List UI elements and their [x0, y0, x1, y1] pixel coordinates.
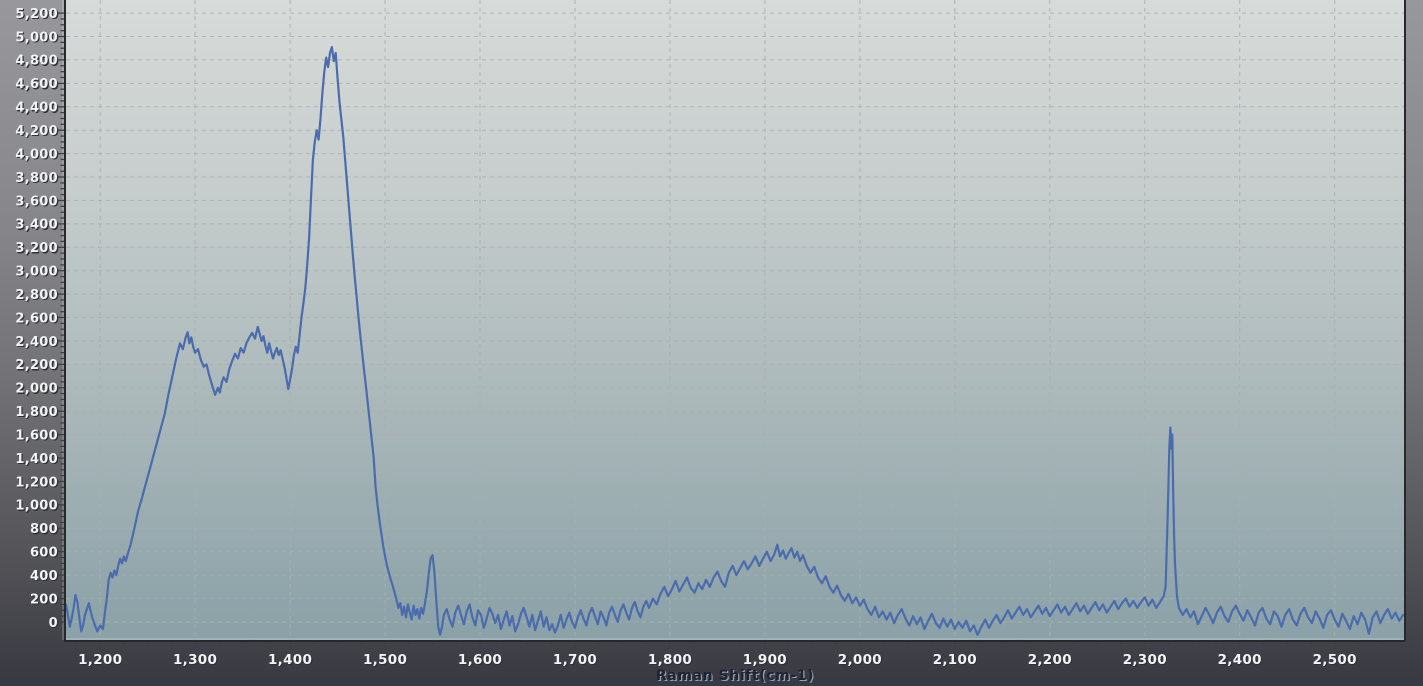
tick-label: 1,700: [553, 652, 597, 668]
tick-label: 1,300: [173, 652, 217, 668]
tick-label-shadow: 3,200: [17, 242, 60, 257]
tick-label-shadow: 4,200: [17, 125, 60, 140]
tick-label: 1,400: [15, 452, 58, 467]
tick-label: 2,500: [1313, 652, 1357, 668]
tick-label: 1,200: [78, 652, 122, 668]
tick-label: 4,600: [15, 77, 58, 92]
spectrum-line: [66, 45, 1404, 636]
tick-label: 3,600: [15, 194, 58, 209]
tick-label-shadow: 1,900: [744, 653, 788, 669]
tick-label-shadow: 3,600: [17, 196, 60, 211]
tick-label: 2,000: [15, 382, 58, 397]
tick-label: 3,000: [15, 265, 58, 280]
tick-label: 1,000: [15, 499, 58, 514]
tick-label: 1,400: [268, 652, 312, 668]
tick-label-shadow: 2,600: [17, 313, 60, 328]
tick-label-shadow: 1,600: [459, 653, 503, 669]
tick-label-shadow: 3,000: [17, 266, 60, 281]
tick-label-shadow: 3,800: [17, 172, 60, 187]
tick-label-shadow: 2,000: [17, 383, 60, 398]
tick-label-shadow: 1,600: [17, 430, 60, 445]
bottom-edge-strip: [0, 682, 1423, 686]
tick-label: 400: [30, 569, 58, 584]
tick-label-shadow: 5,000: [17, 32, 60, 47]
tick-label-shadow: 0: [50, 617, 59, 632]
tick-label: 1,900: [743, 652, 787, 668]
tick-label-shadow: 2,800: [17, 289, 60, 304]
tick-label-shadow: 2,500: [1314, 653, 1358, 669]
tick-label: 2,400: [1218, 652, 1262, 668]
tick-label-shadow: 1,300: [174, 653, 218, 669]
tick-label: 4,400: [15, 101, 58, 116]
tick-label-shadow: 5,200: [17, 8, 60, 23]
tick-label-shadow: 400: [31, 570, 59, 585]
plot-border: [64, 0, 1406, 642]
tick-label: 1,800: [648, 652, 692, 668]
tick-label-shadow: 2,200: [1029, 653, 1073, 669]
tick-label: 5,000: [15, 30, 58, 45]
tick-label-shadow: 4,000: [17, 149, 60, 164]
tick-label: 2,200: [1028, 652, 1072, 668]
tick-label: 2,100: [933, 652, 977, 668]
tick-label: 3,800: [15, 171, 58, 186]
tick-label-shadow: 1,400: [17, 453, 60, 468]
tick-label: 1,800: [15, 405, 58, 420]
axis-ticks: [57, 12, 1383, 649]
tick-label: 2,200: [15, 358, 58, 373]
tick-label-shadow: 2,400: [17, 336, 60, 351]
tick-label-shadow: 1,800: [649, 653, 693, 669]
tick-label: 4,000: [15, 147, 58, 162]
tick-label: 4,200: [15, 124, 58, 139]
tick-label: 2,300: [1123, 652, 1167, 668]
tick-label-shadow: 200: [31, 594, 59, 609]
plot-area[interactable]: [66, 0, 1404, 640]
tick-label: 2,600: [15, 311, 58, 326]
x-axis-title: Raman Shift(cm-1): [656, 668, 814, 684]
x-axis-title-shadow: Raman Shift(cm-1): [657, 669, 815, 685]
tick-label: 600: [30, 546, 58, 561]
tick-label: 5,200: [15, 7, 58, 22]
tick-label: 2,400: [15, 335, 58, 350]
tick-label: 1,600: [458, 652, 502, 668]
tick-label-shadow: 4,400: [17, 102, 60, 117]
tick-label-shadow: 1,800: [17, 406, 60, 421]
spectrum-series: [66, 45, 1404, 636]
y-axis-labels: 002002004004006006008008001,0001,0001,20…: [15, 7, 59, 632]
tick-label: 2,000: [838, 652, 882, 668]
tick-label-shadow: 2,300: [1124, 653, 1168, 669]
tick-label-shadow: 4,800: [17, 55, 60, 70]
tick-label-shadow: 800: [31, 523, 59, 538]
tick-label: 800: [30, 522, 58, 537]
tick-label-shadow: 2,100: [934, 653, 978, 669]
tick-label-shadow: 600: [31, 547, 59, 562]
tick-label-shadow: 1,200: [17, 477, 60, 492]
gridlines: [66, 0, 1404, 640]
tick-label-shadow: 3,400: [17, 219, 60, 234]
tick-label-shadow: 4,600: [17, 78, 60, 93]
tick-label: 1,600: [15, 428, 58, 443]
tick-label-shadow: 1,200: [79, 653, 123, 669]
tick-label-shadow: 1,700: [554, 653, 598, 669]
tick-label: 2,800: [15, 288, 58, 303]
tick-label-shadow: 1,500: [364, 653, 408, 669]
tick-label: 0: [49, 616, 58, 631]
tick-label-shadow: 2,200: [17, 359, 60, 374]
tick-label-shadow: 2,400: [1219, 653, 1263, 669]
tick-label: 4,800: [15, 54, 58, 69]
tick-label: 1,500: [363, 652, 407, 668]
tick-label: 3,200: [15, 241, 58, 256]
tick-label-shadow: 2,000: [839, 653, 883, 669]
tick-label: 200: [30, 592, 58, 607]
tick-label-shadow: 1,000: [17, 500, 60, 515]
tick-label: 1,200: [15, 475, 58, 490]
tick-label: 3,400: [15, 218, 58, 233]
tick-label-shadow: 1,400: [269, 653, 313, 669]
